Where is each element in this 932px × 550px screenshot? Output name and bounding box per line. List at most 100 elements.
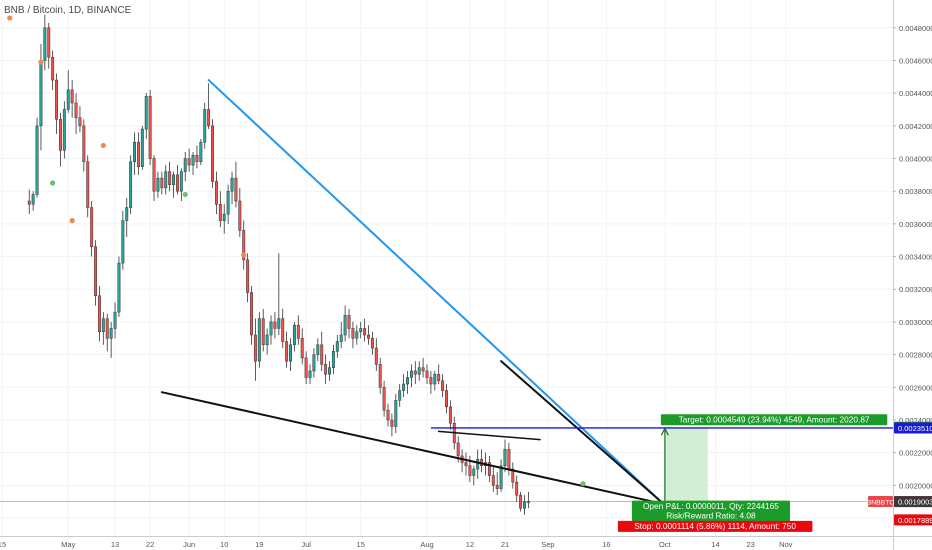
candle-body bbox=[35, 125, 39, 195]
candle-body bbox=[289, 344, 292, 362]
candle-body bbox=[175, 174, 179, 192]
candle-body bbox=[43, 27, 47, 61]
candle-body bbox=[406, 377, 409, 385]
candle-body bbox=[144, 96, 148, 130]
candle-body bbox=[402, 383, 406, 391]
time-axis[interactable]: 15 May 13 22 Jun 10 19 Jul 15 Aug 12 21 Sep 16 Oct 14 23… bbox=[0, 536, 932, 550]
candle-body bbox=[300, 338, 304, 359]
open-pnl-label: Open P&L: 0.0000011, Qty: 2244165 bbox=[643, 501, 779, 511]
candle-body bbox=[179, 171, 183, 192]
x-tick-label: 15 bbox=[357, 540, 365, 549]
y-tick-label: 0.0048000 bbox=[899, 24, 932, 33]
candle-body bbox=[328, 367, 331, 375]
y-tick-label: 0.0020000 bbox=[899, 481, 932, 490]
candle-body bbox=[58, 119, 62, 151]
candle-body bbox=[117, 262, 121, 313]
price-badge bbox=[894, 496, 932, 508]
support-line-short bbox=[437, 430, 541, 441]
candle-body bbox=[101, 318, 105, 332]
candle-body bbox=[39, 60, 43, 127]
candle-body bbox=[374, 347, 378, 365]
candle-body bbox=[343, 315, 347, 336]
price-axis[interactable]: 0.0048000 0.0046000 0.0044000 0.0042000 0.00… bbox=[867, 0, 932, 550]
candle-body bbox=[199, 141, 203, 163]
candle-body bbox=[191, 154, 195, 166]
candle-body bbox=[495, 485, 499, 489]
candle-body bbox=[363, 328, 367, 336]
candle-body bbox=[367, 334, 370, 339]
y-tick-label: 0.0044000 bbox=[899, 89, 932, 98]
symbol-tag: BNBBTC bbox=[867, 499, 895, 506]
candle-body bbox=[390, 419, 394, 427]
candle-body bbox=[320, 344, 324, 365]
trendline-drawings[interactable] bbox=[160, 79, 893, 521]
candle-body bbox=[409, 370, 413, 378]
x-tick-label: 16 bbox=[602, 540, 610, 549]
candle-body bbox=[456, 442, 460, 457]
candle-body bbox=[347, 315, 351, 329]
candle-body bbox=[448, 406, 452, 424]
candle-body bbox=[203, 109, 207, 143]
candle-body bbox=[312, 354, 316, 372]
candle-body bbox=[277, 318, 281, 329]
candle-body bbox=[324, 364, 328, 375]
signal-dot bbox=[241, 252, 247, 258]
candle-body bbox=[413, 370, 417, 375]
y-tick-label: 0.0036000 bbox=[899, 220, 932, 229]
y-tick-label: 0.0026000 bbox=[899, 383, 932, 392]
x-tick-label: 23 bbox=[746, 540, 754, 549]
candle-body bbox=[238, 200, 242, 231]
risk-reward-label: Risk/Reward Ratio: 4.08 bbox=[666, 511, 756, 521]
y-tick-label: 0.0032000 bbox=[899, 285, 932, 294]
candle-body bbox=[269, 321, 273, 336]
candle-body bbox=[242, 230, 246, 261]
candle-body bbox=[97, 295, 101, 332]
y-tick-label: 0.0038000 bbox=[899, 187, 932, 196]
candle-body bbox=[331, 351, 335, 368]
candle-body bbox=[370, 338, 374, 349]
candle-body bbox=[129, 161, 133, 208]
candlestick-series bbox=[27, 14, 530, 515]
candle-body bbox=[70, 89, 74, 104]
candle-body bbox=[425, 370, 429, 378]
symbol-tag-box bbox=[868, 495, 893, 507]
candle-body bbox=[121, 220, 125, 264]
candle-body bbox=[164, 171, 168, 189]
price-badge-label: 0.0023510 bbox=[898, 424, 932, 433]
signal-dot bbox=[182, 191, 188, 198]
candle-body bbox=[417, 367, 421, 375]
x-tick-label: 14 bbox=[711, 540, 719, 549]
candle-body bbox=[499, 465, 503, 489]
candle-body bbox=[261, 318, 265, 346]
candle-body bbox=[511, 468, 515, 483]
candle-body bbox=[195, 154, 199, 163]
x-tick-label: May bbox=[61, 540, 75, 549]
x-tick-label: 22 bbox=[146, 540, 154, 549]
candle-body bbox=[285, 341, 289, 362]
signal-dot bbox=[580, 481, 586, 487]
x-tick-label: Aug bbox=[420, 540, 433, 549]
candle-body bbox=[253, 334, 257, 362]
candle-body bbox=[339, 334, 343, 342]
candle-body bbox=[183, 158, 187, 172]
candle-body bbox=[113, 311, 117, 329]
candle-body bbox=[257, 318, 261, 362]
candle-body bbox=[234, 177, 238, 202]
candle-body bbox=[487, 462, 491, 476]
y-tick-label: 0.0024000 bbox=[899, 416, 932, 425]
candle-body bbox=[218, 204, 222, 221]
candle-body bbox=[273, 321, 277, 329]
price-badge bbox=[894, 422, 932, 434]
candle-body bbox=[109, 328, 113, 339]
signal-dot bbox=[50, 180, 56, 186]
candle-body bbox=[31, 194, 35, 205]
x-tick-label: 15 bbox=[0, 540, 6, 549]
signal-markers bbox=[7, 15, 586, 487]
y-tick-label: 0.0034000 bbox=[899, 253, 932, 262]
x-tick-label: Jul bbox=[301, 540, 311, 549]
wedge-lower-line bbox=[160, 391, 655, 503]
candle-body bbox=[468, 465, 472, 476]
candle-body bbox=[86, 161, 90, 208]
signal-dot bbox=[38, 59, 44, 65]
